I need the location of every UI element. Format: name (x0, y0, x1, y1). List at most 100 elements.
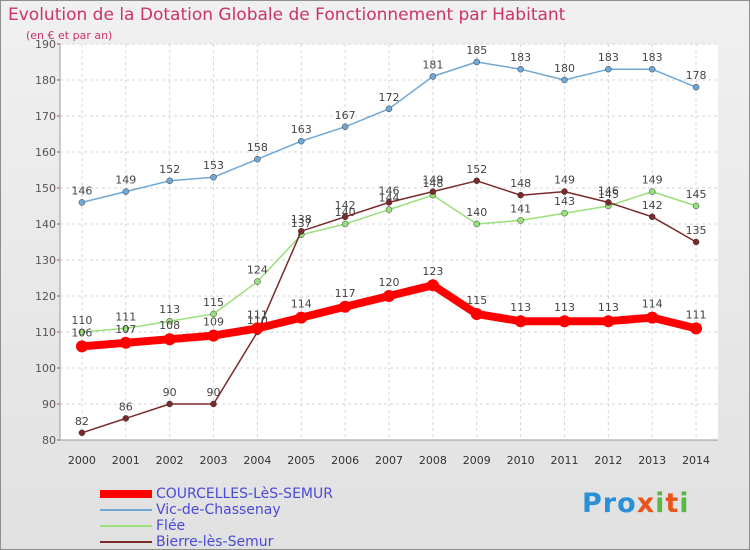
data-label-vic-de-chassenay: 183 (598, 51, 619, 64)
data-point-bierre-l-s-semur (473, 177, 480, 185)
data-point-fl-e (648, 188, 656, 195)
data-label-bierre-l-s-semur: 146 (598, 184, 619, 197)
data-label-courcelles-l-s-semur: 107 (115, 323, 136, 336)
data-label-fl-e: 137 (291, 217, 312, 230)
data-point-fl-e (385, 206, 393, 213)
data-label-vic-de-chassenay: 163 (291, 123, 312, 136)
x-tick-label: 2000 (68, 454, 96, 467)
y-tick-label: 160 (35, 146, 56, 159)
data-point-bierre-l-s-semur (561, 188, 568, 195)
data-point-courcelles-l-s-semur (295, 311, 308, 324)
logo-letter: i (679, 488, 690, 519)
data-label-bierre-l-s-semur: 142 (335, 199, 356, 212)
data-point-courcelles-l-s-semur (426, 279, 439, 292)
data-point-fl-e (166, 317, 173, 325)
x-tick-label: 2011 (550, 454, 578, 467)
data-label-bierre-l-s-semur: 142 (642, 199, 663, 212)
data-point-bierre-l-s-semur (166, 400, 173, 408)
data-point-fl-e (78, 328, 86, 336)
logo-letter: r (602, 488, 618, 519)
data-label-vic-de-chassenay: 146 (71, 184, 92, 197)
data-point-bierre-l-s-semur (385, 199, 393, 206)
data-label-vic-de-chassenay: 185 (466, 44, 487, 57)
data-point-bierre-l-s-semur (78, 429, 86, 437)
y-tick-label: 90 (42, 398, 56, 411)
data-point-courcelles-l-s-semur (75, 340, 88, 353)
data-point-courcelles-l-s-semur (470, 308, 483, 320)
data-label-fl-e: 141 (510, 202, 531, 215)
y-tick-label: 170 (35, 110, 56, 123)
x-tick-label: 2008 (419, 454, 447, 467)
data-label-fl-e: 143 (554, 195, 575, 208)
y-tick-label: 150 (35, 182, 56, 195)
data-point-fl-e (210, 310, 217, 318)
data-point-vic-de-chassenay (648, 65, 656, 73)
data-point-courcelles-l-s-semur (207, 329, 220, 342)
data-point-courcelles-l-s-semur (119, 336, 132, 349)
data-label-vic-de-chassenay: 153 (203, 159, 224, 172)
data-label-courcelles-l-s-semur: 123 (422, 265, 443, 278)
data-point-bierre-l-s-semur (298, 227, 305, 235)
data-point-vic-de-chassenay (298, 137, 305, 145)
x-tick-label: 2013 (638, 454, 666, 467)
data-label-vic-de-chassenay: 183 (510, 51, 531, 64)
data-point-vic-de-chassenay (166, 177, 173, 185)
legend-swatch (100, 541, 152, 543)
data-label-courcelles-l-s-semur: 113 (510, 301, 531, 314)
data-label-vic-de-chassenay: 180 (554, 62, 575, 75)
data-point-bierre-l-s-semur (429, 188, 437, 195)
data-label-bierre-l-s-semur: 138 (291, 213, 312, 226)
data-point-courcelles-l-s-semur (383, 290, 395, 302)
logo-letter: P (582, 488, 603, 519)
legend-label: COURCELLES-LèS-SEMUR (156, 486, 333, 502)
data-label-vic-de-chassenay: 183 (642, 51, 663, 64)
data-point-vic-de-chassenay (561, 76, 568, 84)
logo-letter: t (665, 488, 680, 519)
data-point-vic-de-chassenay (473, 58, 480, 66)
legend-swatch (100, 525, 152, 527)
data-label-fl-e: 145 (686, 188, 707, 201)
data-point-bierre-l-s-semur (341, 213, 349, 221)
legend-label: Flée (156, 518, 186, 534)
data-point-courcelles-l-s-semur (646, 311, 659, 324)
chart-title: Evolution de la Dotation Globale de Fonc… (8, 5, 566, 25)
x-tick-label: 2006 (331, 454, 359, 467)
x-tick-label: 2012 (594, 454, 622, 467)
x-tick-label: 2014 (682, 454, 710, 467)
data-label-fl-e: 115 (203, 296, 224, 309)
data-label-bierre-l-s-semur: 86 (119, 400, 133, 413)
data-point-fl-e (254, 278, 261, 285)
data-label-vic-de-chassenay: 149 (115, 174, 136, 187)
data-label-bierre-l-s-semur: 149 (422, 174, 443, 187)
data-point-bierre-l-s-semur (692, 238, 700, 246)
data-label-courcelles-l-s-semur: 114 (291, 298, 312, 311)
data-label-courcelles-l-s-semur: 106 (71, 326, 92, 339)
data-label-bierre-l-s-semur: 82 (75, 415, 89, 428)
data-point-vic-de-chassenay (122, 188, 130, 195)
data-point-vic-de-chassenay (517, 65, 524, 73)
y-tick-label: 130 (35, 254, 56, 267)
x-tick-label: 2007 (375, 454, 403, 467)
data-label-vic-de-chassenay: 181 (422, 58, 443, 71)
data-label-courcelles-l-s-semur: 108 (159, 319, 180, 332)
data-point-fl-e (122, 325, 130, 332)
data-point-fl-e (517, 217, 524, 224)
data-label-bierre-l-s-semur: 149 (554, 174, 575, 187)
y-tick-label: 80 (42, 434, 56, 447)
logo-letter: x (636, 488, 656, 519)
data-label-courcelles-l-s-semur: 111 (247, 308, 268, 321)
y-tick-label: 140 (35, 218, 56, 231)
data-point-courcelles-l-s-semur (514, 315, 527, 328)
x-tick-label: 2003 (200, 454, 228, 467)
data-point-courcelles-l-s-semur (602, 315, 615, 328)
x-tick-label: 2002 (156, 454, 184, 467)
data-label-vic-de-chassenay: 178 (686, 69, 707, 82)
data-point-courcelles-l-s-semur (558, 315, 571, 328)
data-label-vic-de-chassenay: 167 (335, 109, 356, 122)
data-label-courcelles-l-s-semur: 111 (686, 308, 707, 321)
data-label-courcelles-l-s-semur: 109 (203, 316, 224, 329)
data-label-courcelles-l-s-semur: 117 (335, 287, 356, 300)
data-label-courcelles-l-s-semur: 113 (598, 301, 619, 314)
data-label-fl-e: 111 (115, 310, 136, 323)
